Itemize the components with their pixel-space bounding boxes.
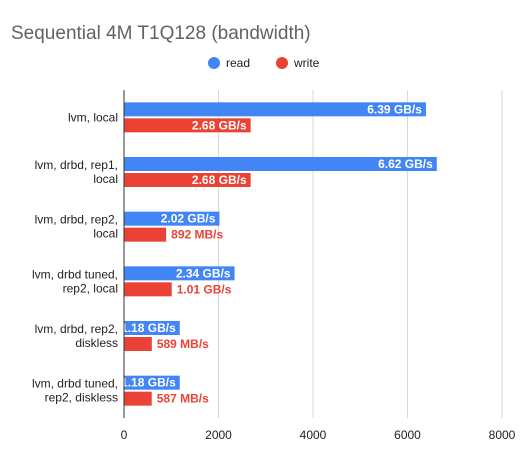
read-data-label: 2.34 GB/s — [176, 266, 231, 280]
read-bar — [124, 211, 220, 226]
category-label: lvm, drbd, rep2, local — [35, 213, 118, 241]
write-bar — [124, 118, 251, 133]
write-bar — [124, 337, 152, 351]
legend-label-read: read — [226, 56, 250, 70]
gridlines — [218, 90, 503, 418]
x-tick-label: 2000 — [205, 428, 232, 442]
x-tick-labels: 0 2000 4000 6000 8000 — [121, 428, 516, 442]
x-tick-label: 8000 — [489, 428, 516, 442]
write-bar — [124, 282, 172, 297]
write-bar — [124, 173, 251, 187]
write-data-label: 587 MB/s — [157, 392, 209, 406]
write-data-label: 2.68 GB/s — [192, 118, 247, 132]
category-label: lvm, drbd tuned, rep2, local — [32, 267, 118, 295]
write-data-label: 2.68 GB/s — [192, 173, 247, 187]
read-bar — [124, 321, 180, 335]
category-label: lvm, drbd tuned, rep2, diskless — [32, 377, 118, 405]
read-bar — [124, 375, 180, 390]
category-label: lvm, local — [68, 110, 118, 124]
legend-swatch-write — [276, 57, 288, 69]
read-data-label: 6.39 GB/s — [367, 102, 422, 116]
write-bar — [124, 391, 152, 406]
write-data-label: 892 MB/s — [171, 228, 223, 242]
category-label: lvm, drbd, rep1, local — [35, 158, 118, 186]
read-data-label: 2.02 GB/s — [161, 212, 216, 226]
chart-title: Sequential 4M T1Q128 (bandwidth) — [11, 23, 311, 44]
x-tick-label: 0 — [121, 428, 128, 442]
read-data-label: 1.18 GB/s — [121, 321, 176, 335]
read-data-label: 6.62 GB/s — [378, 157, 433, 171]
read-data-label: 1.18 GB/s — [121, 376, 176, 390]
x-tick-label: 6000 — [394, 428, 421, 442]
legend-swatch-read — [208, 57, 220, 69]
read-bar — [124, 157, 437, 171]
read-bar — [124, 102, 426, 117]
read-bar — [124, 266, 235, 281]
write-bar — [124, 227, 167, 242]
legend: read write — [208, 56, 320, 70]
write-data-label: 589 MB/s — [157, 337, 209, 351]
category-labels: lvm, local lvm, drbd, rep1, local lvm, drbd… — [32, 110, 118, 404]
x-tick-label: 4000 — [300, 428, 327, 442]
category-label: lvm, drbd, rep2, diskless — [35, 322, 118, 350]
legend-label-write: write — [293, 56, 320, 70]
bars: 6.39 GB/s 2.68 GB/s 6.62 GB/s 2.68 GB/s 2.02… — [121, 90, 437, 418]
write-data-label: 1.01 GB/s — [177, 282, 232, 296]
